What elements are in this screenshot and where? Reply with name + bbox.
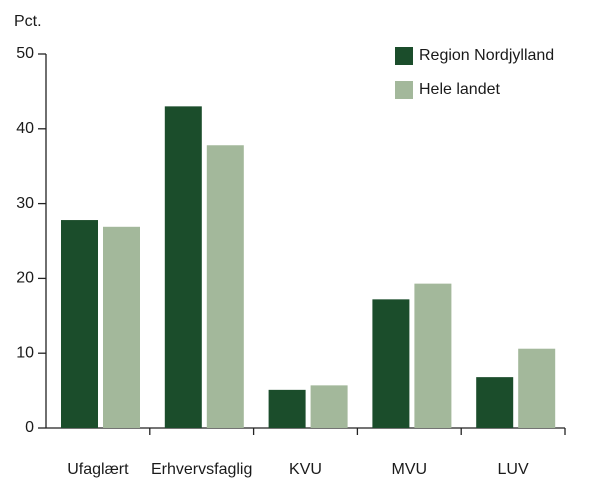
bar: [103, 226, 140, 428]
y-axis-label: Pct.: [14, 13, 42, 30]
y-tick-label: 50: [16, 45, 34, 62]
y-tick-label: 40: [16, 120, 34, 137]
y-tick-label: 20: [16, 270, 34, 287]
bar: [476, 377, 514, 428]
legend-label: Region Nordjylland: [419, 47, 554, 64]
bar: [268, 389, 306, 428]
y-tick-label: 10: [16, 344, 34, 361]
x-tick-label: KVU: [289, 461, 322, 478]
bar: [310, 385, 348, 428]
bar: [206, 145, 244, 429]
x-tick-label: Erhvervsfaglig: [151, 461, 252, 478]
bar: [164, 106, 202, 429]
bar: [61, 220, 98, 428]
x-tick-label: Ufaglært: [67, 461, 129, 478]
bar: [372, 299, 410, 428]
legend-swatch: [395, 81, 413, 99]
bar: [518, 348, 556, 428]
legend-swatch: [395, 47, 413, 65]
legend-label: Hele landet: [419, 81, 501, 98]
y-tick-label: 30: [16, 195, 34, 212]
y-tick-label: 0: [25, 419, 34, 436]
bar: [414, 283, 452, 428]
x-tick-label: MVU: [392, 461, 428, 478]
x-tick-label: LUV: [498, 461, 529, 478]
